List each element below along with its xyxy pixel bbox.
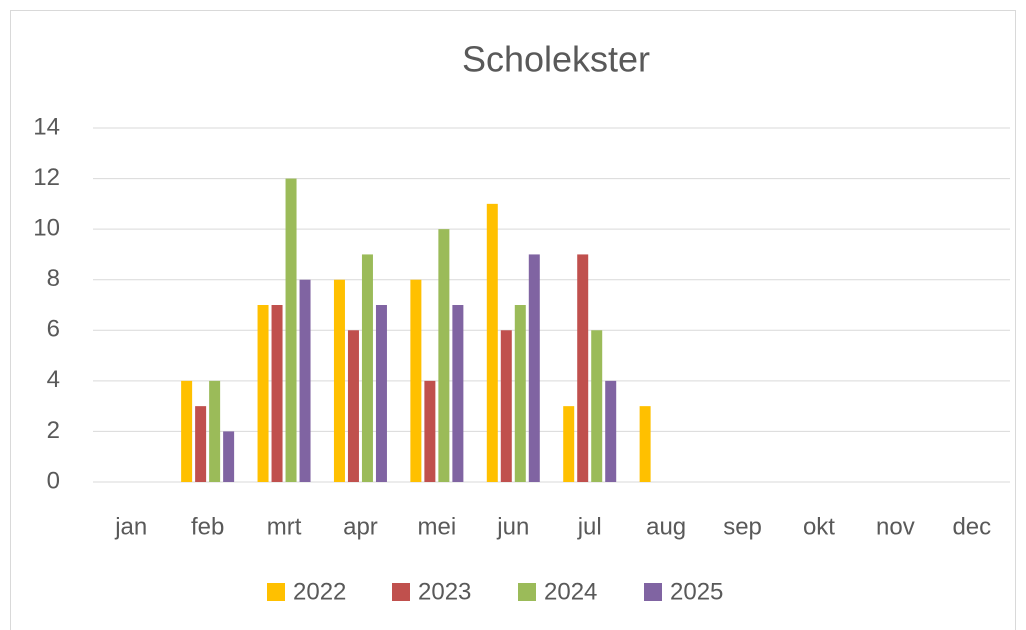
y-tick-label: 4 (47, 366, 60, 393)
bar (271, 305, 283, 482)
x-tick-label: jun (496, 513, 529, 540)
x-tick-label: okt (803, 513, 835, 540)
y-tick-label: 2 (47, 417, 60, 444)
legend-label: 2024 (544, 578, 597, 605)
legend-swatch (392, 583, 410, 601)
bar (452, 305, 464, 482)
x-tick-label: nov (876, 513, 915, 540)
bar (639, 406, 651, 482)
bar (591, 330, 603, 482)
legend-swatch (644, 583, 662, 601)
bar (195, 406, 207, 482)
x-tick-label: apr (343, 513, 378, 540)
legend-label: 2022 (293, 578, 346, 605)
bar (424, 380, 436, 482)
bar (257, 305, 269, 482)
y-tick-label: 14 (33, 113, 60, 140)
x-tick-label: feb (191, 513, 224, 540)
legend-swatch (518, 583, 536, 601)
x-tick-label: sep (723, 513, 762, 540)
x-tick-label: aug (646, 513, 686, 540)
chart-border (10, 10, 1016, 630)
legend-swatch (267, 583, 285, 601)
y-tick-label: 12 (33, 164, 60, 191)
bar (361, 254, 373, 482)
bar (285, 178, 297, 483)
x-tick-label: jul (577, 513, 602, 540)
bar (299, 279, 311, 482)
bar (347, 330, 359, 482)
bar (500, 330, 512, 482)
legend-label: 2025 (670, 578, 723, 605)
y-tick-label: 6 (47, 316, 60, 343)
y-tick-label: 8 (47, 265, 60, 292)
bar (410, 279, 422, 482)
bar (563, 406, 575, 482)
bar (375, 305, 387, 482)
x-tick-label: mei (418, 513, 457, 540)
bar (209, 380, 221, 482)
x-tick-label: mrt (267, 513, 302, 540)
bar (333, 279, 345, 482)
bar (528, 254, 540, 482)
bar (577, 254, 589, 482)
bar (223, 431, 235, 482)
x-tick-label: dec (952, 513, 991, 540)
legend-label: 2023 (418, 578, 471, 605)
bar (438, 229, 450, 482)
x-tick-label: jan (114, 513, 147, 540)
bar (486, 203, 498, 482)
bar (514, 305, 526, 482)
y-tick-label: 10 (33, 214, 60, 241)
y-tick-label: 0 (47, 467, 60, 494)
bar (605, 380, 617, 482)
chart-title: Scholekster (462, 39, 650, 80)
bar (181, 380, 193, 482)
